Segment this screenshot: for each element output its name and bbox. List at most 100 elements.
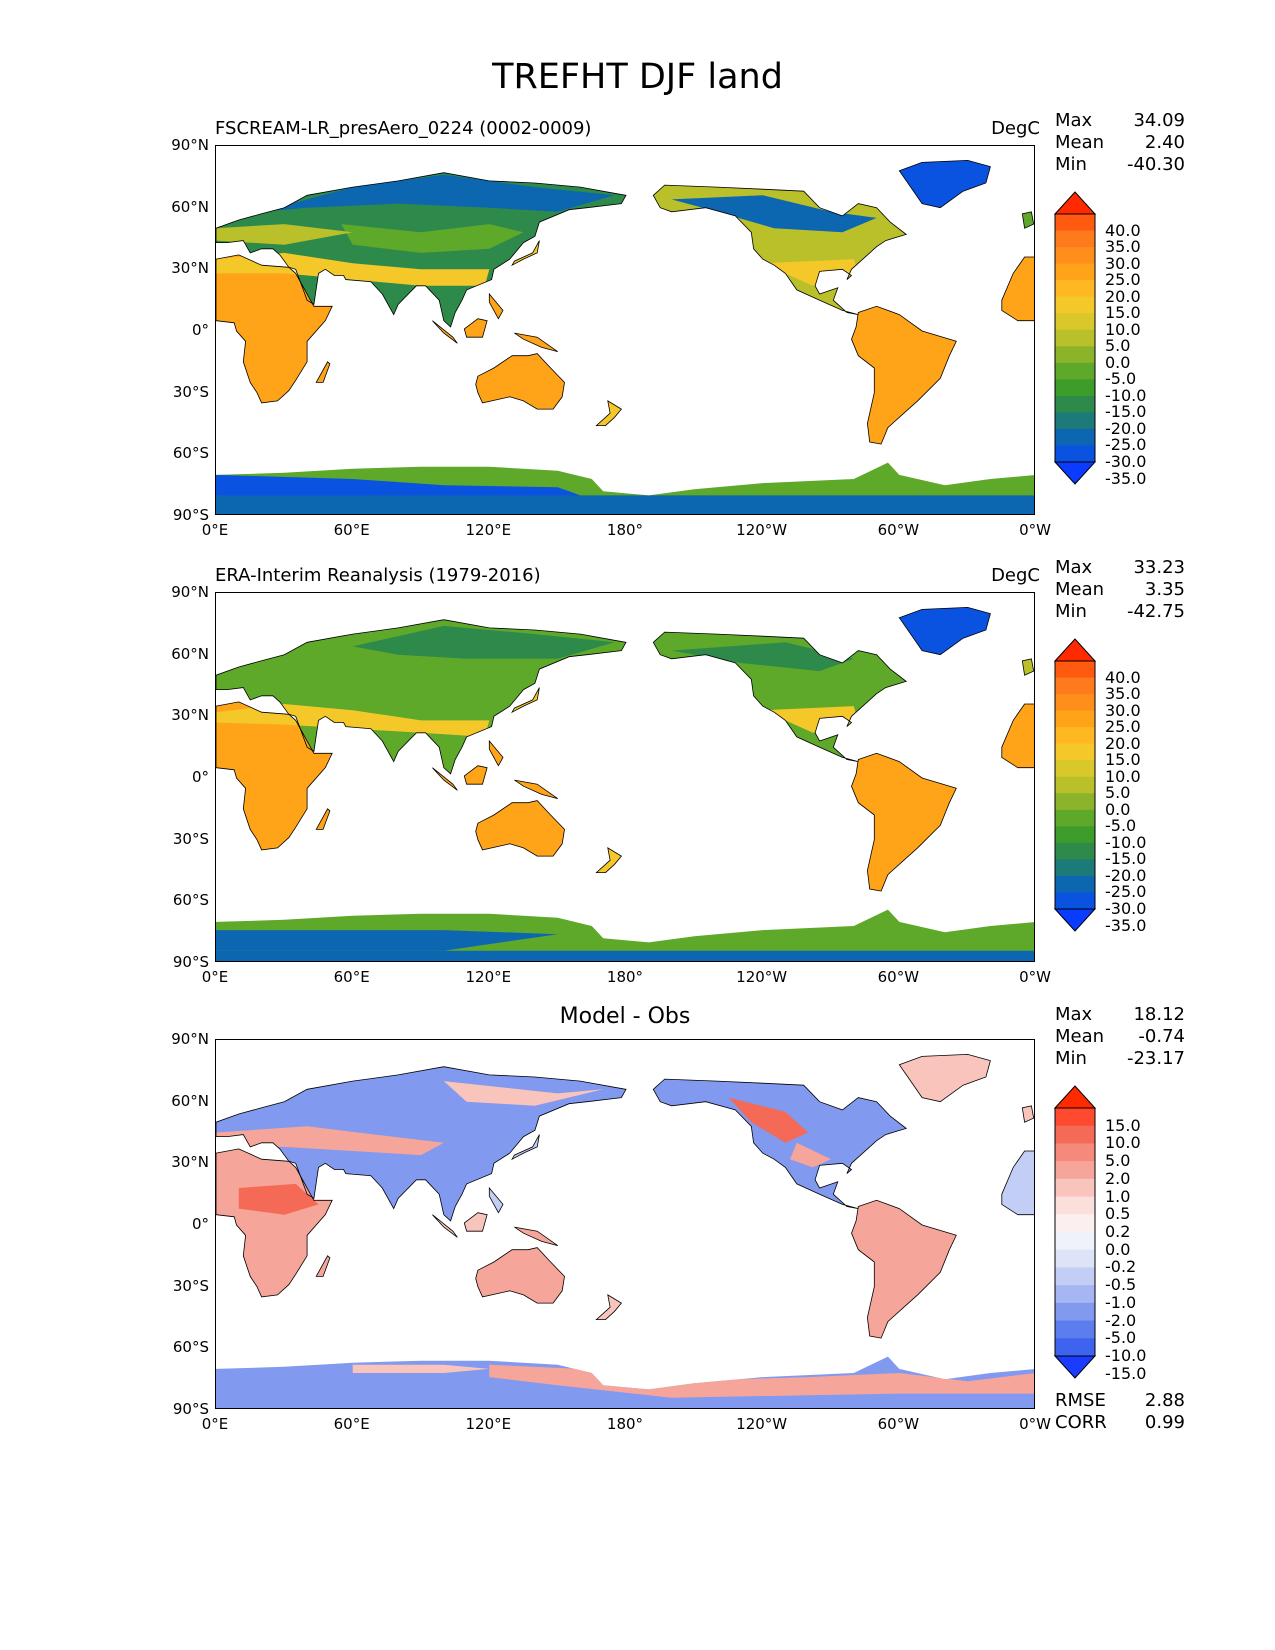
colorbar-segment — [1055, 1143, 1095, 1162]
colorbar-segment — [1055, 1249, 1095, 1268]
field-band — [216, 224, 353, 245]
coastline-ng — [514, 779, 558, 799]
colorbar-segment — [1055, 1125, 1095, 1144]
stat-label: Min — [1055, 601, 1087, 622]
stat-value: 33.23 — [1133, 557, 1185, 578]
figure-title: TREFHT DJF land — [492, 57, 783, 97]
coastline-philippines — [488, 292, 504, 320]
panel-title-left: FSCREAM-LR_presAero_0224 (0002-0009) — [215, 118, 592, 139]
x-tick-label: 120°W — [736, 521, 788, 539]
y-tick-label: 30°S — [172, 1276, 209, 1295]
colorbar-extend-max — [1053, 191, 1097, 215]
coastline-africaW — [1001, 703, 1034, 769]
x-tick-label: 120°E — [465, 521, 512, 539]
colorbar-segment — [1055, 1161, 1095, 1180]
field-band — [671, 195, 877, 233]
colorbar-tick-label: -5.0 — [1105, 816, 1137, 836]
colorbar-tick-label: 40.0 — [1105, 220, 1141, 240]
colorbar-tick-label: -0.5 — [1105, 1275, 1137, 1295]
field-band — [216, 950, 1034, 961]
stat-value: -23.17 — [1126, 1048, 1185, 1069]
panel-units: DegC — [991, 565, 1040, 586]
coastline-uk — [1021, 211, 1034, 229]
field-band — [728, 1097, 809, 1143]
land-greenland — [899, 1054, 991, 1102]
land-philippines — [489, 741, 503, 766]
colorbar-tick-label: -10.0 — [1105, 832, 1147, 852]
colorbar-tick-label: 0.2 — [1105, 1222, 1131, 1241]
coastline-africaW — [1001, 1150, 1034, 1216]
colorbar-tick-label: 25.0 — [1105, 270, 1141, 290]
coastline-uk — [1021, 658, 1034, 676]
y-tick-label: 60°S — [172, 1338, 209, 1357]
x-tick-label: 0°E — [201, 968, 229, 986]
field-band — [790, 1142, 831, 1168]
colorbar-tick-label: 15.0 — [1105, 750, 1141, 770]
x-tick-label: 60°W — [877, 521, 920, 539]
y-tick-label: 90°S — [172, 506, 209, 524]
colorbar-segment — [1055, 892, 1095, 910]
colorbar-tick-label: -2.0 — [1105, 1310, 1137, 1330]
colorbar-segment — [1055, 710, 1095, 728]
x-tick-label: 180° — [606, 521, 644, 539]
colorbar-tick-label: 5.0 — [1105, 783, 1131, 803]
coastline-greenland — [898, 1053, 991, 1103]
stat-label: Max — [1055, 557, 1093, 578]
metric-label: RMSE — [1055, 1390, 1106, 1411]
land-australia — [475, 353, 565, 410]
map-frame — [215, 145, 1035, 515]
coastline-japan — [511, 687, 540, 714]
land-japan — [512, 1134, 540, 1160]
coastline-nAmerica — [652, 1078, 908, 1209]
y-tick-label: 90°N — [171, 1030, 209, 1048]
colorbar-tick-label: -30.0 — [1105, 899, 1147, 918]
coastline-borneo — [463, 318, 488, 338]
colorbar-tick-label: 30.0 — [1105, 700, 1141, 720]
colorbar-segment — [1055, 247, 1095, 265]
map-frame — [215, 592, 1035, 962]
metric-label: CORR — [1055, 1412, 1107, 1433]
stat-row: Min -40.30 — [1055, 154, 1185, 176]
stat-row: Mean -0.74 — [1055, 1026, 1185, 1048]
coastline-ng — [514, 332, 558, 352]
colorbar-segment — [1055, 1302, 1095, 1322]
x-tick-label: 0°E — [201, 521, 229, 539]
coastline-greenland — [898, 159, 991, 209]
land-sumatra — [432, 767, 458, 791]
colorbar-segment — [1055, 677, 1095, 695]
stat-row: Min -42.75 — [1055, 601, 1185, 623]
coastline-sumatra — [432, 320, 458, 344]
colorbar-extend-min — [1053, 461, 1097, 485]
land-ng — [514, 1227, 558, 1246]
field-band — [216, 495, 1034, 514]
colorbar-tick-label: 40.0 — [1105, 667, 1141, 687]
land-philippines — [489, 294, 503, 319]
colorbar — [1053, 637, 1097, 933]
stat-label: Min — [1055, 1048, 1087, 1069]
x-tick-label: 0°W — [1019, 521, 1051, 539]
colorbar-segment — [1055, 727, 1095, 745]
coastline-philippines — [488, 1186, 504, 1214]
stat-label: Mean — [1055, 1026, 1105, 1047]
x-tick-label: 0°W — [1019, 1415, 1051, 1433]
metric-row: RMSE 2.88 — [1055, 1390, 1185, 1412]
colorbar-tick-label: -15.0 — [1105, 402, 1147, 422]
y-tick-label: 60°S — [172, 891, 209, 910]
colorbar-tick-label: 0.5 — [1105, 1204, 1131, 1224]
land-africaW — [1001, 257, 1034, 321]
panel-model: FSCREAM-LR_presAero_0224 (0002-0009) DegC… — [0, 110, 1275, 558]
stats-block: Max 18.12 Mean -0.74 Min -23.17 — [1055, 1004, 1185, 1070]
stat-row: Mean 3.35 — [1055, 579, 1185, 601]
coastline-uk — [1021, 1105, 1034, 1123]
land-africaW — [1001, 704, 1034, 768]
coastline-nz — [595, 847, 623, 874]
colorbar-tick-label: -10.0 — [1105, 385, 1147, 405]
colorbar-segment — [1055, 362, 1095, 380]
map-frame — [215, 1039, 1035, 1409]
land-uk — [1022, 1105, 1034, 1123]
colorbar-tick-label: -5.0 — [1105, 369, 1137, 389]
colorbar-segment — [1055, 329, 1095, 347]
coastline-greenland — [898, 606, 991, 656]
stats-block: Max 33.23 Mean 3.35 Min -42.75 — [1055, 557, 1185, 623]
colorbar-tick-label: 35.0 — [1105, 684, 1141, 704]
